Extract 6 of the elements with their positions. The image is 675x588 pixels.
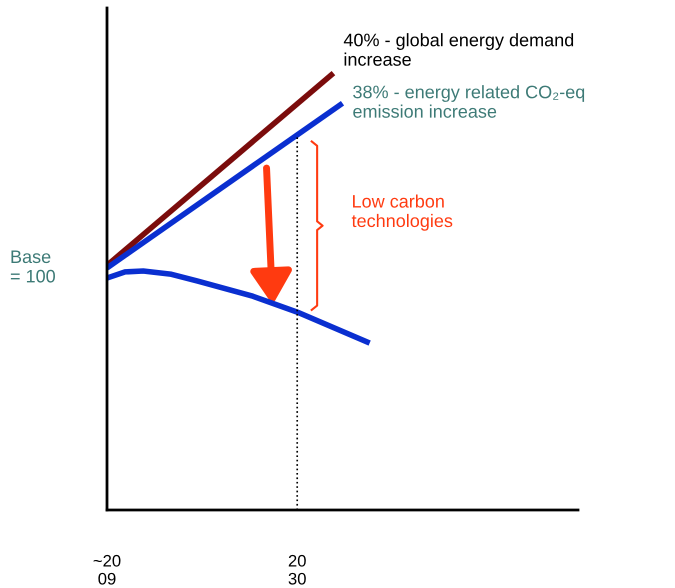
x-tick-label: ~20 09 xyxy=(94,554,120,585)
text: Base = 100 xyxy=(10,250,55,283)
annotation: Low carbon technologies xyxy=(352,194,452,231)
series-label: 40% - global energy demand increase xyxy=(344,33,574,66)
x-tick-label: 20 30 xyxy=(288,554,306,585)
series-label: 38% - energy related CO₂-eq emission increase xyxy=(353,85,584,118)
